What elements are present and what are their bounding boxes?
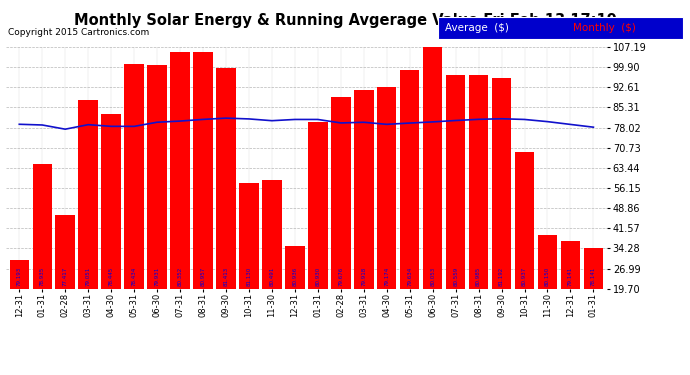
Text: Average  ($): Average ($) bbox=[445, 23, 509, 33]
Bar bbox=[101, 114, 121, 343]
Bar bbox=[331, 97, 351, 343]
Text: 77.417: 77.417 bbox=[63, 267, 68, 286]
Text: 79.141: 79.141 bbox=[568, 267, 573, 286]
Text: Copyright 2015 Cartronics.com: Copyright 2015 Cartronics.com bbox=[8, 28, 150, 37]
Text: 79.634: 79.634 bbox=[407, 267, 412, 286]
Text: 80.936: 80.936 bbox=[293, 267, 297, 286]
Text: 79.193: 79.193 bbox=[17, 267, 22, 286]
Text: Monthly Solar Energy & Running Avgerage Value Fri Feb 13 17:19: Monthly Solar Energy & Running Avgerage … bbox=[74, 13, 616, 28]
Text: 80.985: 80.985 bbox=[476, 267, 481, 286]
Bar bbox=[492, 78, 511, 343]
Bar bbox=[446, 75, 465, 343]
Bar bbox=[193, 51, 213, 343]
Text: 78.935: 78.935 bbox=[40, 267, 45, 286]
Bar bbox=[561, 241, 580, 343]
Bar bbox=[538, 236, 558, 343]
Text: 78.141: 78.141 bbox=[591, 267, 596, 286]
Bar bbox=[377, 87, 397, 343]
Bar bbox=[170, 51, 190, 343]
Bar bbox=[584, 248, 603, 343]
Bar bbox=[148, 65, 167, 343]
Bar bbox=[262, 180, 282, 343]
Text: 80.150: 80.150 bbox=[545, 267, 550, 286]
Text: 79.676: 79.676 bbox=[338, 267, 344, 286]
Bar bbox=[354, 90, 373, 343]
Bar bbox=[10, 260, 29, 343]
Text: 80.957: 80.957 bbox=[201, 267, 206, 286]
Bar bbox=[400, 69, 420, 343]
Text: 79.174: 79.174 bbox=[384, 267, 389, 286]
Bar bbox=[79, 100, 98, 343]
Text: Monthly  ($): Monthly ($) bbox=[573, 23, 635, 33]
Text: 81.413: 81.413 bbox=[224, 267, 228, 286]
Bar bbox=[308, 122, 328, 343]
Bar bbox=[55, 214, 75, 343]
Bar bbox=[216, 68, 236, 343]
Text: 78.434: 78.434 bbox=[132, 267, 137, 286]
Text: 80.930: 80.930 bbox=[315, 267, 320, 286]
Bar bbox=[285, 246, 305, 343]
Bar bbox=[239, 183, 259, 343]
Text: 80.053: 80.053 bbox=[430, 267, 435, 286]
Text: 80.937: 80.937 bbox=[522, 267, 527, 286]
Text: 78.445: 78.445 bbox=[108, 267, 114, 286]
Text: 80.352: 80.352 bbox=[177, 267, 183, 286]
Text: 80.559: 80.559 bbox=[453, 267, 458, 286]
Text: 80.491: 80.491 bbox=[269, 267, 275, 286]
Text: 79.051: 79.051 bbox=[86, 267, 90, 286]
Text: 81.192: 81.192 bbox=[499, 267, 504, 286]
Bar bbox=[32, 164, 52, 343]
Bar bbox=[124, 64, 144, 343]
Bar bbox=[515, 153, 534, 343]
Bar bbox=[423, 47, 442, 343]
Bar bbox=[469, 75, 489, 343]
Text: 81.130: 81.130 bbox=[246, 267, 251, 286]
Text: 79.918: 79.918 bbox=[362, 267, 366, 286]
Text: 79.931: 79.931 bbox=[155, 267, 159, 286]
